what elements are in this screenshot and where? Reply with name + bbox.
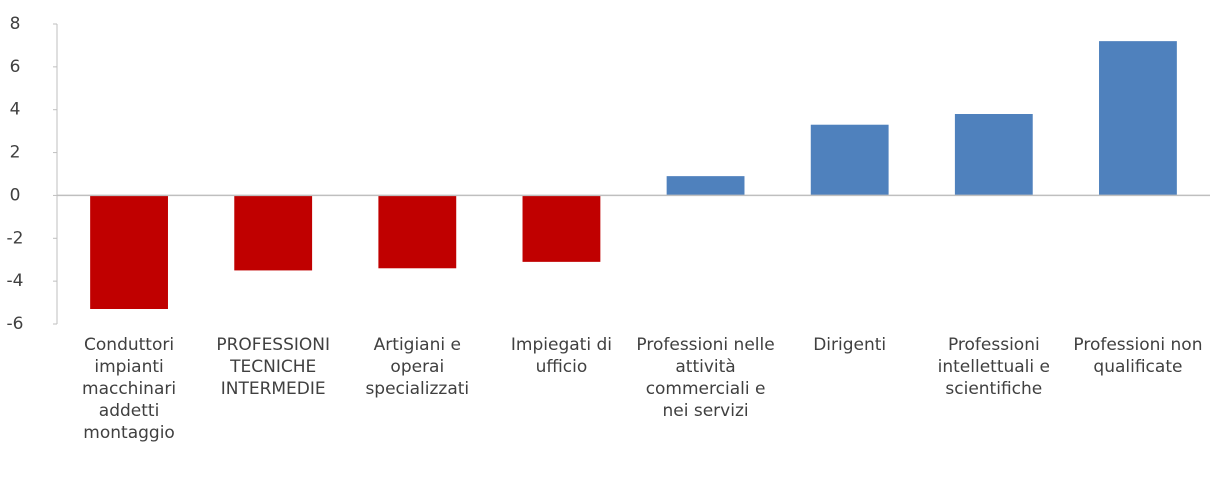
x-tick-label: Professioni nelle attività commerciali e…	[636, 335, 775, 421]
y-tick-label: -6	[7, 314, 24, 334]
y-tick-label: -2	[7, 228, 24, 248]
x-tick-label: Professioni non qualificate	[1073, 335, 1203, 377]
x-tick-label: Impiegati di ufficio	[510, 335, 612, 377]
y-tick-label: -4	[7, 271, 24, 291]
bar	[234, 195, 313, 271]
bar	[954, 114, 1033, 196]
y-tick-label: 2	[10, 143, 21, 163]
x-tick-label: Dirigenti	[813, 335, 887, 355]
y-tick-label: 8	[10, 14, 21, 34]
x-tick-label: PROFESSIONI TECNICHE INTERMEDIE	[216, 335, 331, 399]
x-tick-label: Conduttori impianti macchinari addetti m…	[82, 335, 177, 443]
bar	[90, 195, 168, 309]
bar	[378, 195, 457, 269]
bar	[522, 195, 601, 262]
x-tick-label: Artigiani e operai specializzati	[365, 335, 470, 399]
bar	[666, 176, 745, 196]
bar	[1099, 41, 1177, 196]
y-tick-label: 0	[10, 185, 21, 205]
x-tick-label: Professioni intellettuali e scientifiche	[937, 335, 1050, 399]
bar	[810, 124, 889, 196]
y-tick-label: 6	[10, 57, 21, 77]
y-tick-label: 4	[10, 100, 21, 120]
